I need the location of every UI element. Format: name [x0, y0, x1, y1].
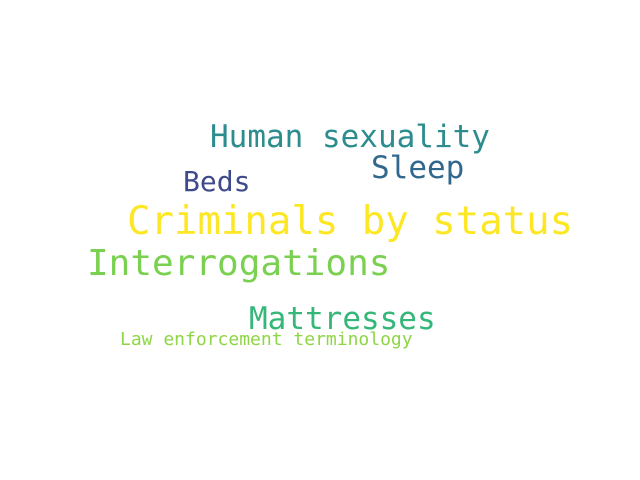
word-human-sexuality: Human sexuality [210, 119, 490, 155]
word-law-enforcement-terminology: Law enforcement terminology [120, 329, 413, 350]
word-criminals-by-status: Criminals by status [127, 199, 574, 244]
word-mattresses: Mattresses [249, 301, 436, 337]
word-beds: Beds [183, 165, 251, 198]
word-sleep: Sleep [371, 150, 465, 186]
word-interrogations: Interrogations [87, 243, 391, 284]
